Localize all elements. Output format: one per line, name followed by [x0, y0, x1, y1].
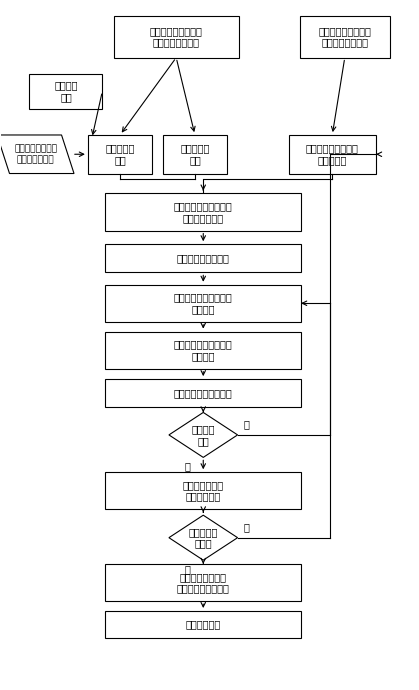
Text: 所有方案
完毕: 所有方案 完毕: [191, 424, 215, 446]
FancyBboxPatch shape: [106, 472, 301, 509]
Text: 是: 是: [184, 564, 190, 573]
Text: 某风险态度下的
备选方案排序: 某风险态度下的 备选方案排序: [183, 480, 224, 502]
Text: 交通污染排放监测
数据和专家经验: 交通污染排放监测 数据和专家经验: [14, 144, 57, 164]
Text: 加权规范化决策矩阵: 加权规范化决策矩阵: [177, 253, 230, 264]
FancyBboxPatch shape: [88, 135, 152, 173]
Text: 确定备选方案的评价值: 确定备选方案的评价值: [174, 388, 233, 398]
FancyBboxPatch shape: [106, 285, 301, 322]
FancyBboxPatch shape: [300, 16, 390, 57]
Text: 构建交通污染排放控
制方案的评价指标: 构建交通污染排放控 制方案的评价指标: [150, 26, 203, 48]
Text: 区间型决策
矩阵: 区间型决策 矩阵: [105, 144, 134, 165]
FancyBboxPatch shape: [163, 135, 227, 173]
Text: 筛选备选
方案: 筛选备选 方案: [54, 81, 78, 102]
Text: 是: 是: [184, 461, 190, 471]
Text: 决策者风险态度的固定
值方案决策矩阵: 决策者风险态度的固定 值方案决策矩阵: [174, 201, 233, 223]
FancyBboxPatch shape: [106, 379, 301, 407]
Text: 否: 否: [244, 420, 250, 429]
Text: 确定备选方案集合的正
负理想点: 确定备选方案集合的正 负理想点: [174, 293, 233, 314]
Text: 否: 否: [244, 522, 250, 532]
FancyBboxPatch shape: [106, 331, 301, 368]
Text: 区间型权重
向量: 区间型权重 向量: [180, 144, 210, 165]
Text: 不同风险态度备选
方案排序灵敏度分析: 不同风险态度备选 方案排序灵敏度分析: [177, 572, 230, 593]
Text: 定义决策者的风险态
度区间型映射函数: 定义决策者的风险态 度区间型映射函数: [318, 26, 371, 48]
Text: 设置决策者的风险态
度取值范围: 设置决策者的风险态 度取值范围: [306, 144, 359, 165]
FancyBboxPatch shape: [106, 611, 301, 638]
Polygon shape: [0, 135, 74, 173]
Polygon shape: [169, 413, 238, 457]
FancyBboxPatch shape: [106, 564, 301, 601]
Text: 输出最优方案: 输出最优方案: [186, 620, 221, 629]
Text: 遍历所有风
险态度: 遍历所有风 险态度: [189, 527, 218, 549]
FancyBboxPatch shape: [106, 193, 301, 230]
FancyBboxPatch shape: [106, 244, 301, 273]
FancyBboxPatch shape: [289, 135, 376, 173]
FancyBboxPatch shape: [29, 74, 102, 109]
FancyBboxPatch shape: [114, 16, 239, 57]
Polygon shape: [169, 515, 238, 560]
Text: 计算备选方案到正负理
想点距离: 计算备选方案到正负理 想点距离: [174, 339, 233, 361]
